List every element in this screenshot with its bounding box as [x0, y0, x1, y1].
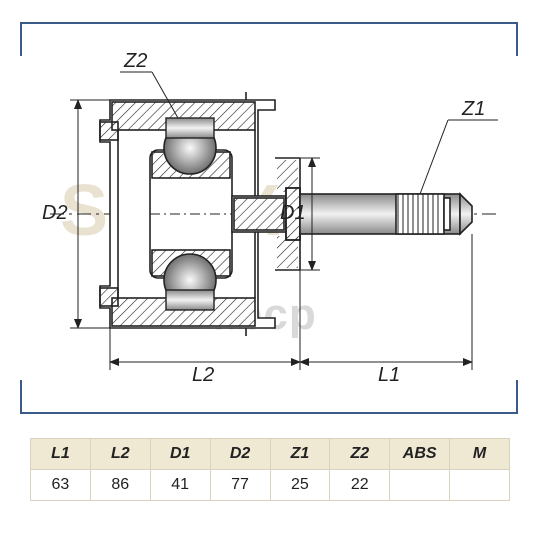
cell: 63 — [31, 470, 91, 501]
col-z2: Z2 — [330, 439, 390, 470]
col-abs: ABS — [390, 439, 450, 470]
label-z2: Z2 — [124, 50, 147, 73]
label-l2: L2 — [192, 364, 214, 387]
col-l2: L2 — [90, 439, 150, 470]
col-l1: L1 — [31, 439, 91, 470]
cell — [390, 470, 450, 501]
cell — [450, 470, 510, 501]
cell: 77 — [210, 470, 270, 501]
cell: 41 — [150, 470, 210, 501]
cell: 22 — [330, 470, 390, 501]
col-d2: D2 — [210, 439, 270, 470]
table-row: 63 86 41 77 25 22 — [31, 470, 510, 501]
label-d1: D1 — [280, 202, 306, 225]
cell: 25 — [270, 470, 330, 501]
col-d1: D1 — [150, 439, 210, 470]
label-d2: D2 — [42, 202, 68, 225]
dimension-table: L1 L2 D1 D2 Z1 Z2 ABS M 63 86 41 77 25 2… — [30, 438, 510, 501]
cell: 86 — [90, 470, 150, 501]
cv-joint-drawing — [0, 0, 540, 430]
label-l1: L1 — [378, 364, 400, 387]
col-z1: Z1 — [270, 439, 330, 470]
col-m: M — [450, 439, 510, 470]
label-z1: Z1 — [462, 98, 485, 121]
